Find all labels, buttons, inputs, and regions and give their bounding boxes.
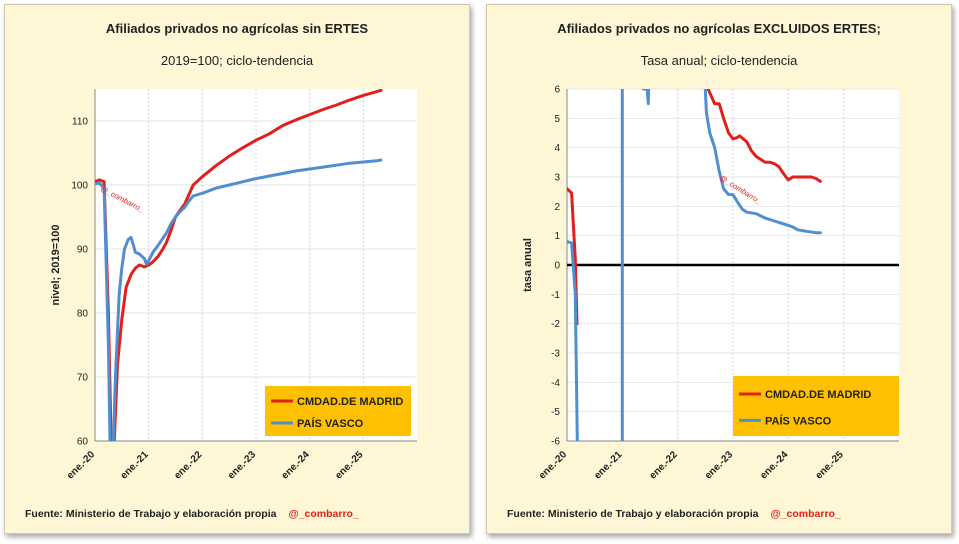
y-axis-label: tasa anual (522, 238, 534, 292)
legend-label: CMDAD.DE MADRID (765, 389, 871, 401)
y-tick-label: 90 (77, 245, 89, 256)
x-tick-label: ene.-23 (703, 449, 735, 481)
source-note: Fuente: Ministerio de Trabajo y elaborac… (25, 508, 359, 520)
legend-label: PAÍS VASCO (765, 414, 832, 427)
legend: CMDAD.DE MADRID PAÍS VASCO (265, 386, 411, 436)
y-tick-label: 1 (554, 231, 560, 242)
x-tick-label: ene.-21 (592, 449, 624, 481)
y-tick-label: -4 (551, 378, 560, 389)
source-note: Fuente: Ministerio de Trabajo y elaborac… (507, 508, 841, 520)
chart-subtitle: 2019=100; ciclo-tendencia (160, 53, 314, 68)
series-line-pais-vasco (703, 89, 822, 235)
y-tick-label: 110 (72, 117, 88, 128)
x-tick-label: ene.-20 (537, 449, 569, 481)
series-group (567, 89, 822, 441)
y-tick-label: -5 (551, 407, 560, 418)
y-tick-label: 70 (77, 373, 89, 384)
y-tick-label: 2 (554, 202, 560, 213)
x-tick-label: ene.-24 (280, 449, 312, 481)
x-tick-label: ene.-25 (814, 449, 846, 481)
source-handle[interactable]: @_combarro_ (288, 508, 359, 520)
x-tick-label: ene.-22 (172, 449, 204, 481)
legend-box (265, 386, 411, 436)
x-tick-label: ene.-23 (226, 449, 258, 481)
chart-panel-tasa: Afiliados privados no agrícolas EXCLUIDO… (486, 4, 952, 534)
legend-label: CMDAD.DE MADRID (297, 396, 403, 408)
chart-title: Afiliados privados no agrícolas sin ERTE… (105, 21, 369, 36)
source-handle[interactable]: @_combarro_ (770, 508, 841, 520)
y-tick-label: 5 (554, 114, 560, 125)
y-tick-label: -6 (551, 437, 560, 448)
legend-box (733, 376, 899, 436)
y-tick-label: -1 (551, 290, 560, 301)
y-tick-label: 60 (77, 437, 89, 448)
series-line-pais-vasco (567, 240, 579, 441)
chart-subtitle: Tasa anual; ciclo-tendencia (640, 53, 798, 68)
x-tick-label: ene.-25 (333, 449, 365, 481)
y-tick-label: 4 (554, 143, 560, 154)
legend: CMDAD.DE MADRID PAÍS VASCO (733, 376, 899, 436)
series-line-pais-vasco (95, 158, 383, 441)
y-tick-label: -3 (551, 349, 560, 360)
level-chart: 60 70 80 90 100 110 ene.-20 ene.-21 ene.-22 ene.-… (50, 89, 417, 481)
series-group (95, 89, 383, 441)
y-tick-label: 80 (77, 309, 89, 320)
y-tick-label: 6 (554, 85, 560, 96)
y-tick-label: 100 (71, 181, 88, 192)
y-tick-label: 0 (554, 261, 560, 272)
series-line-madrid (706, 89, 822, 183)
y-tick-label: -2 (551, 319, 560, 330)
x-tick-label: ene.-20 (65, 449, 97, 481)
y-tick-label: 3 (554, 173, 560, 184)
x-tick-label: ene.-22 (648, 449, 680, 481)
y-axis-label: nivel; 2019=100 (50, 224, 62, 305)
x-tick-label: ene.-24 (758, 449, 790, 481)
source-text: Fuente: Ministerio de Trabajo y elaborac… (25, 508, 277, 520)
chart-panel-nivel: Afiliados privados no agrícolas sin ERTE… (4, 4, 470, 534)
x-tick-label: ene.-21 (119, 449, 151, 481)
source-text: Fuente: Ministerio de Trabajo y elaborac… (507, 508, 759, 520)
legend-label: PAÍS VASCO (297, 417, 364, 430)
rate-chart: -6 -5 -4 -3 -2 -1 0 1 2 3 4 5 6 ene.-20 ene.-21 ene.-22… (522, 85, 899, 481)
chart-title: Afiliados privados no agrícolas EXCLUIDO… (557, 21, 881, 36)
